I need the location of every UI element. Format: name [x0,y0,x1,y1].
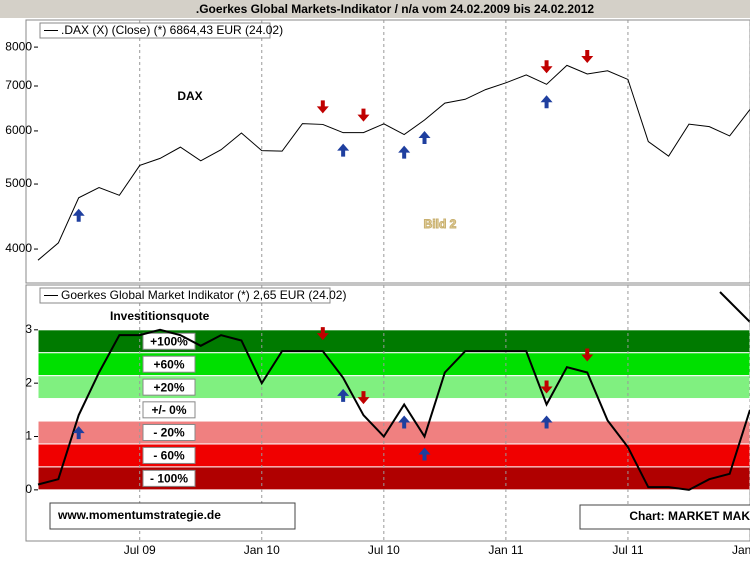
annotation-box [49,502,296,530]
band-label: - 60% [153,449,185,463]
band [37,466,750,491]
y-tick-label: 8000 [5,39,32,53]
signal-up [540,95,553,109]
signal-up [398,145,411,159]
signal-up [72,208,85,222]
x-tick-label: Jan 10 [244,543,280,557]
x-tick-label: Jan 12 [732,543,750,557]
signal-up [337,388,350,402]
y-tick-label: 3 [25,322,32,336]
x-tick-label: Jul 11 [612,543,643,557]
signal-down [581,50,594,64]
signal-down [357,108,370,122]
band-label-box [142,378,196,396]
signal-up [398,415,411,429]
band-label: - 100% [150,472,188,486]
y-tick-label: 5000 [5,176,32,190]
band-label-box [142,446,196,464]
signal-down [581,348,594,362]
annotation: DAX [177,89,202,103]
title-bar [0,0,750,18]
band-label: +100% [150,334,188,348]
band-label-box [142,332,196,350]
signal-down [316,327,329,341]
panel-frame [25,19,750,284]
signal-up [337,143,350,157]
band-label: +/- 0% [151,403,186,417]
y-tick-label: 6000 [5,123,32,137]
signal-up [540,415,553,429]
signal-down [540,380,553,394]
y-tick-label: 4000 [5,241,32,255]
band-label-box [142,424,196,442]
chart-title: .Goerkes Global Markets-Indikator / n/a … [196,2,595,16]
legend-label: Goerkes Global Market Indikator (*) 2,65… [61,288,346,302]
x-tick-label: Jul 10 [368,543,400,557]
x-tick-label: Jul 09 [124,543,156,557]
y-tick-label: 0 [25,482,32,496]
signal-up [72,426,85,440]
band-label-box [142,469,196,487]
band-label: +60% [153,357,184,371]
band-label: - 20% [153,426,185,440]
annotation: www.momentumstrategie.de [57,508,221,522]
legend-label: .DAX (X) (Close) (*) 6864,43 EUR (24.02) [61,23,283,37]
y-tick-label: 2 [25,375,32,389]
signal-up [418,447,431,461]
legend-box [39,22,271,39]
annotation-box [579,504,750,530]
band-label-box [142,401,196,419]
signal-down [540,60,553,74]
series-line [37,64,750,261]
signal-down [316,100,329,114]
signal-up [418,131,431,145]
signal-down [357,391,370,405]
annotation: Investitionsquote [110,309,210,323]
x-tick-label: Jan 11 [488,543,523,557]
band-label: +20% [153,380,184,394]
watermark: Bild 2 [424,217,457,231]
decor-line [719,291,750,323]
series-line [37,328,750,491]
annotation: Chart: MARKET MAK [629,509,750,523]
y-tick-label: 7000 [5,78,32,92]
legend-box [39,287,331,304]
y-tick-label: 1 [25,429,32,443]
band-label-box [142,355,196,373]
